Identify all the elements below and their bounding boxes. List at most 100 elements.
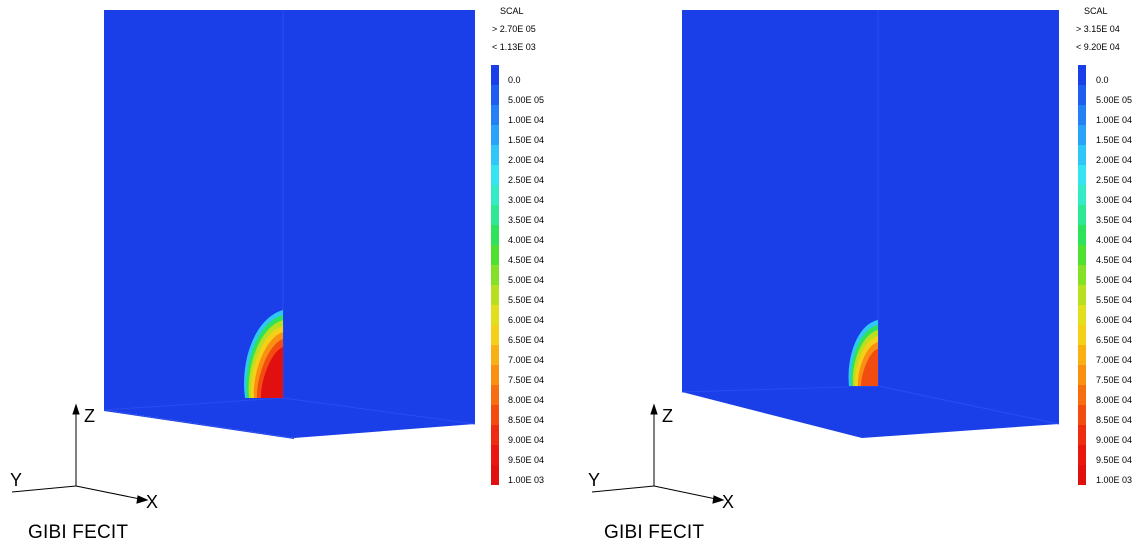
legend-label: 1.00E 03: [1096, 475, 1132, 485]
legend-color-swatch: [491, 325, 499, 345]
legend-color-swatch: [1078, 445, 1086, 465]
legend-color-swatch: [1078, 185, 1086, 205]
axis-z-label: Z: [84, 406, 95, 426]
legend-label: 8.50E 04: [1096, 415, 1132, 425]
legend-label: 6.00E 04: [508, 315, 545, 325]
legend-color-swatch: [1078, 65, 1086, 85]
legend-label: 5.00E 04: [508, 275, 545, 285]
axis-x-label: X: [722, 492, 735, 512]
axis-x-label: X: [146, 492, 159, 512]
legend-label: 4.50E 04: [1096, 255, 1132, 265]
legend-label: 8.50E 04: [508, 415, 545, 425]
legend-label: 3.00E 04: [508, 195, 545, 205]
legend-color-swatch: [491, 305, 499, 325]
color-legend-bar: [1078, 65, 1086, 485]
legend-label: 4.00E 04: [1096, 235, 1132, 245]
legend-label: 8.00E 04: [1096, 395, 1132, 405]
legend-label: 6.50E 04: [1096, 335, 1132, 345]
contour-plot-right: [591, 10, 1060, 504]
legend-label: 5.00E 05: [508, 95, 545, 105]
legend-color-swatch: [491, 225, 499, 245]
legend-color-swatch: [491, 345, 499, 365]
legend-label: 1.50E 04: [1096, 135, 1132, 145]
legend-color-swatch: [491, 85, 499, 105]
legend-color-swatch: [1078, 345, 1086, 365]
legend-color-swatch: [1078, 465, 1086, 485]
scal-max: > 2.70E 05: [492, 24, 536, 34]
legend-label: 1.50E 04: [508, 135, 545, 145]
legend-label: 3.50E 04: [508, 215, 545, 225]
legend-color-swatch: [1078, 265, 1086, 285]
legend-color-swatch: [491, 105, 499, 125]
legend-label: 2.00E 04: [1096, 155, 1132, 165]
legend-color-swatch: [491, 465, 499, 485]
legend-color-swatch: [1078, 425, 1086, 445]
contour-plot-left: [11, 10, 476, 504]
legend-label: 7.50E 04: [508, 375, 545, 385]
legend-label: 4.00E 04: [508, 235, 545, 245]
legend-color-swatch: [491, 245, 499, 265]
legend-label: 4.50E 04: [508, 255, 545, 265]
legend-color-swatch: [491, 145, 499, 165]
panel-right: Z Y X SCAL > 3.15E 04 < 9.20E 04 0.0 5.00…: [566, 0, 1132, 550]
legend-label: 1.00E 04: [1096, 115, 1132, 125]
legend-color-swatch: [1078, 245, 1086, 265]
legend-label: 9.50E 04: [1096, 455, 1132, 465]
legend-label: 7.00E 04: [1096, 355, 1132, 365]
footer-label: GIBI FECIT: [28, 522, 129, 543]
legend-label: 9.00E 04: [1096, 435, 1132, 445]
legend-label: 6.00E 04: [1096, 315, 1132, 325]
legend-label: 2.50E 04: [508, 175, 545, 185]
legend-color-swatch: [1078, 145, 1086, 165]
legend-label: 9.00E 04: [508, 435, 545, 445]
legend-color-swatch: [1078, 85, 1086, 105]
legend-color-swatch: [491, 425, 499, 445]
legend-color-swatch: [491, 405, 499, 425]
legend-color-swatch: [1078, 225, 1086, 245]
contour-bulb-left: [244, 310, 283, 398]
legend-label: 2.50E 04: [1096, 175, 1132, 185]
legend-color-swatch: [491, 185, 499, 205]
legend-color-swatch: [1078, 305, 1086, 325]
legend-label: 3.50E 04: [1096, 215, 1132, 225]
legend-label: 5.50E 04: [1096, 295, 1132, 305]
legend-color-swatch: [1078, 165, 1086, 185]
scal-min: < 9.20E 04: [1076, 42, 1120, 52]
color-legend-bar: [491, 65, 499, 485]
legend-color-swatch: [491, 125, 499, 145]
axes-triad-left: [11, 403, 149, 504]
contour-bulb-right: [848, 320, 878, 386]
legend-color-swatch: [1078, 285, 1086, 305]
legend-label: 7.00E 04: [508, 355, 545, 365]
axis-y-label: Y: [10, 470, 23, 490]
legend-color-swatch: [491, 445, 499, 465]
legend-label: 1.00E 03: [508, 475, 545, 485]
axis-y-label: Y: [588, 470, 601, 490]
legend-color-swatch: [491, 265, 499, 285]
legend-color-swatch: [1078, 325, 1086, 345]
legend-label: 9.50E 04: [508, 455, 545, 465]
legend-color-swatch: [1078, 205, 1086, 225]
legend-label: 2.00E 04: [508, 155, 545, 165]
legend-label: 5.50E 04: [508, 295, 545, 305]
footer-label: GIBI FECIT: [604, 522, 705, 543]
legend-label: 0.0: [508, 75, 521, 85]
legend-color-swatch: [491, 205, 499, 225]
legend-color-swatch: [1078, 365, 1086, 385]
legend-label: 7.50E 04: [1096, 375, 1132, 385]
axes-triad-right: [591, 403, 725, 504]
panel-left: Z Y X SCAL > 2.70E 05 < 1.13E 03 0.0 5.00…: [10, 6, 545, 543]
legend-label: 1.00E 04: [508, 115, 545, 125]
legend-color-swatch: [1078, 405, 1086, 425]
legend-label: 6.50E 04: [508, 335, 545, 345]
legend-label: 0.0: [1096, 75, 1109, 85]
scal-title: SCAL: [500, 6, 524, 16]
legend-label: 5.00E 05: [1096, 95, 1132, 105]
legend-color-swatch: [491, 165, 499, 185]
legend-label: 8.00E 04: [508, 395, 545, 405]
legend-color-swatch: [491, 385, 499, 405]
axis-z-label: Z: [662, 406, 673, 426]
legend-label: 3.00E 04: [1096, 195, 1132, 205]
scal-min: < 1.13E 03: [492, 42, 536, 52]
legend-color-swatch: [491, 365, 499, 385]
